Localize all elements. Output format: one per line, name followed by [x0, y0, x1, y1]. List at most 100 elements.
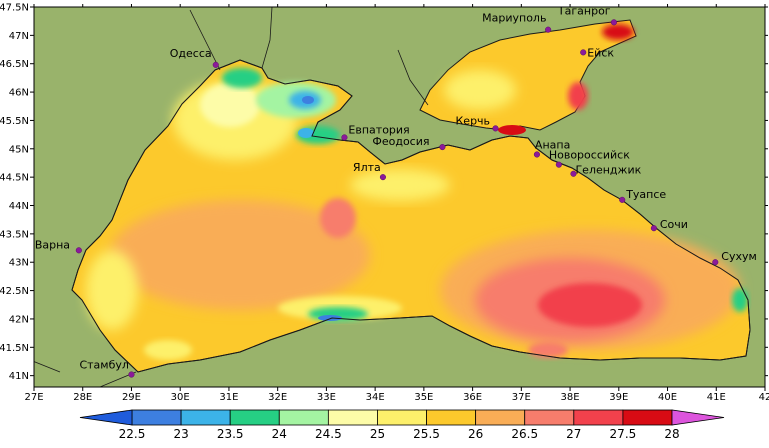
- y-tick-label: 47N: [9, 31, 29, 42]
- y-tick-label: 43.5N: [0, 229, 29, 240]
- y-tick-label: 46N: [9, 88, 29, 99]
- colorbar-segment: [524, 409, 575, 426]
- y-tick-label: 42N: [9, 314, 29, 325]
- hot-spot-taganrog: [602, 24, 634, 40]
- city-label: Сухум: [721, 250, 757, 263]
- azov-cool-zone: [444, 70, 516, 110]
- city-label: Стамбул: [79, 359, 128, 372]
- city-marker: [610, 19, 617, 26]
- colorbar: 22.5 23 23.5 24 24.5 25 25.5 26 26.5 27 27.5 28: [79, 409, 725, 441]
- city-label: Керчь: [456, 114, 491, 127]
- cold-spot-karkinit-core: [302, 96, 314, 104]
- y-tick-label: 41N: [9, 371, 29, 382]
- city-marker: [619, 196, 626, 203]
- city-marker: [492, 125, 499, 132]
- colorbar-low-arrow: [79, 409, 133, 426]
- y-tick-label: 44.5N: [0, 173, 29, 184]
- river-lines: [34, 7, 429, 387]
- cool-zone-bulgaria: [86, 250, 138, 330]
- y-tick-label: 41.5N: [0, 343, 29, 354]
- y-tick-label: 47.5N: [0, 3, 29, 14]
- coastline: [71, 59, 751, 373]
- colorbar-high-arrow: [671, 409, 725, 426]
- city-label: Ялта: [353, 161, 381, 174]
- warm-spot-coast-east: [732, 288, 748, 312]
- colorbar-segment: [573, 409, 624, 426]
- colorbar-label: 27: [566, 427, 581, 441]
- y-tick-label: 42.5N: [0, 286, 29, 297]
- city-marker: [128, 371, 135, 378]
- x-tick-label: 42: [759, 392, 769, 403]
- x-tick-label: 27E: [24, 392, 43, 403]
- colorbar-label: 25: [370, 427, 385, 441]
- x-tick-label: 31E: [219, 392, 238, 403]
- city-marker: [379, 174, 386, 181]
- city-label: Одесса: [170, 47, 212, 60]
- cold-spot-sinop: [318, 315, 342, 321]
- x-tick-label: 28E: [73, 392, 92, 403]
- warm-spot-central: [320, 198, 356, 238]
- x-tick-label: 35E: [414, 392, 433, 403]
- x-tick-label: 41E: [707, 392, 726, 403]
- city-marker: [439, 144, 446, 151]
- city-label: Новороссийск: [549, 149, 630, 162]
- temperature-field: [86, 24, 748, 360]
- colorbar-segment: [278, 409, 329, 426]
- x-tick-label: 34E: [366, 392, 385, 403]
- colorbar-segment: [327, 409, 378, 426]
- city-label: Феодосия: [372, 135, 429, 148]
- y-tick-label: 44N: [9, 201, 29, 212]
- axis-ticks: 27E 28E 29E 30E 31E 32E 33E 34E 35E 36E 37E 38E 39E 4…: [0, 3, 769, 404]
- colorbar-label: 26: [468, 427, 483, 441]
- x-tick-label: 37E: [512, 392, 531, 403]
- city-marker: [533, 151, 540, 158]
- warm-zone-central-west: [110, 200, 370, 310]
- cold-zone-odessa: [222, 68, 262, 88]
- cool-spot-bosporus: [144, 340, 192, 360]
- hot-spot-azov-east: [568, 82, 588, 110]
- cool-zone-north-central: [350, 169, 450, 201]
- y-tick-label: 46.5N: [0, 59, 29, 70]
- colorbar-segment: [622, 409, 673, 426]
- map-area: Одесса Мариуполь Таганрог Ейск ЕвпаторияФеод…: [34, 4, 765, 387]
- city-marker: [545, 26, 552, 33]
- colorbar-segment: [377, 409, 427, 426]
- city-label: Мариуполь: [482, 12, 546, 25]
- colorbar-segment: [229, 409, 280, 426]
- city-marker: [555, 161, 562, 168]
- x-tick-label: 39E: [609, 392, 628, 403]
- colorbar-label: 23: [173, 427, 188, 441]
- colorbar-segment: [131, 409, 182, 426]
- city-label: Таганрог: [557, 4, 611, 17]
- cold-spot-kalamita: [298, 128, 314, 138]
- colorbar-label: 25.5: [413, 427, 440, 441]
- colorbar-segment: [426, 409, 477, 426]
- y-tick-label: 45N: [9, 144, 29, 155]
- colorbar-label: 22.5: [119, 427, 146, 441]
- city-label: Геленджик: [575, 164, 641, 177]
- warm-spot-south: [528, 342, 568, 358]
- colorbar-label: 26.5: [511, 427, 538, 441]
- colorbar-label: 28: [664, 427, 679, 441]
- city-marker: [712, 259, 719, 266]
- y-tick-label: 43N: [9, 258, 29, 269]
- colorbar-label: 23.5: [217, 427, 244, 441]
- colorbar-segment: [180, 409, 231, 426]
- city-label: Варна: [35, 238, 70, 251]
- city-marker: [570, 170, 577, 177]
- city-label: Ейск: [587, 46, 614, 59]
- x-tick-label: 38E: [561, 392, 580, 403]
- colorbar-segment: [475, 409, 526, 426]
- cool-zone-northwest-inner: [200, 83, 260, 127]
- x-tick-label: 32E: [268, 392, 287, 403]
- city-markers: Одесса Мариуполь Таганрог Ейск ЕвпаторияФеод…: [35, 4, 757, 378]
- city-label: Сочи: [660, 218, 688, 231]
- city-marker: [650, 225, 657, 232]
- hot-spot-southeast: [538, 283, 642, 327]
- colorbar-label: 27.5: [610, 427, 637, 441]
- city-marker: [580, 49, 587, 56]
- colorbar-label: 24: [272, 427, 287, 441]
- hot-spot-kerch: [498, 125, 526, 135]
- map-frame: [33, 6, 766, 388]
